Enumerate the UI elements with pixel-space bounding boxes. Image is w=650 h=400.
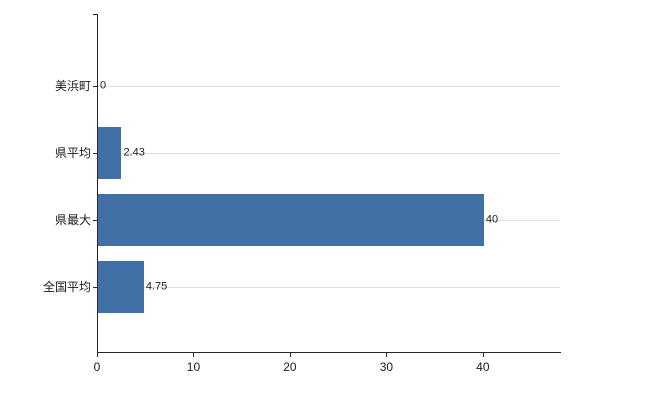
x-tick-label: 20 — [283, 360, 297, 374]
x-axis-tick — [482, 353, 484, 357]
value-label: 2.43 — [123, 146, 145, 158]
x-tick-label: 30 — [379, 360, 394, 374]
gridline — [98, 85, 560, 87]
x-tick-label: 0 — [93, 360, 101, 374]
value-label: 40 — [485, 213, 499, 225]
category-label: 全国平均 — [42, 279, 91, 294]
x-axis-tick — [97, 353, 98, 357]
x-axis-tick — [386, 353, 388, 357]
value-label: 4.75 — [145, 280, 168, 292]
value-label: 0 — [100, 79, 107, 91]
category-label: 県最大 — [54, 212, 91, 227]
y-axis-line — [97, 14, 98, 352]
y-axis-tick — [93, 286, 97, 288]
bar — [98, 260, 144, 313]
bar — [98, 193, 484, 246]
bar — [98, 126, 122, 179]
category-label: 県平均 — [54, 145, 91, 160]
y-axis-tick — [93, 85, 97, 87]
y-axis-tick — [93, 219, 97, 221]
x-tick-label: 40 — [476, 360, 490, 374]
x-axis-tick — [193, 353, 195, 357]
x-axis-line — [97, 352, 561, 353]
gridline — [98, 286, 560, 288]
y-axis-tick — [93, 14, 97, 15]
category-label: 美浜町 — [54, 78, 91, 93]
y-axis-tick — [93, 152, 97, 154]
x-tick-label: 10 — [186, 360, 201, 374]
x-axis-tick — [289, 353, 291, 357]
gridline — [98, 152, 560, 154]
